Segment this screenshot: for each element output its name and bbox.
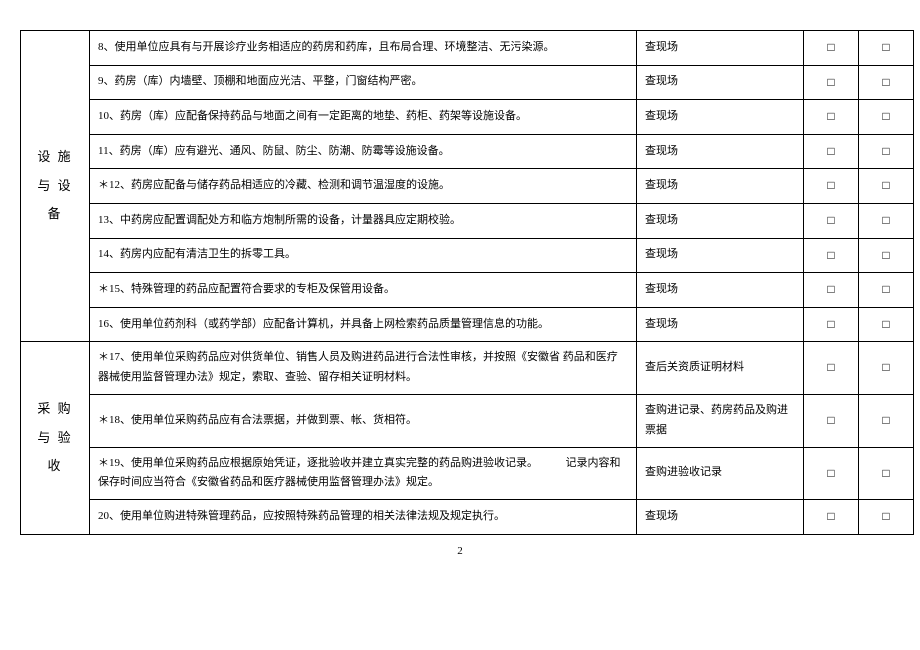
description-cell: ＊17、使用单位采购药品应对供货单位、销售人员及购进药品进行合法性审核，并按照《… <box>90 342 637 395</box>
description-cell: ＊18、使用单位采购药品应有合法票据，并做到票、帐、货相符。 <box>90 394 637 447</box>
page-number: 2 <box>457 545 463 557</box>
method-cell: 查现场 <box>637 238 804 273</box>
table-row: 13、中药房应配置调配处方和临方炮制所需的设备，计量器具应定期校验。查现场□□ <box>21 203 914 238</box>
checkbox-cell[interactable]: □ <box>804 134 859 169</box>
checkbox-cell[interactable]: □ <box>859 394 914 447</box>
description-cell: 10、药房（库）应配备保持药品与地面之间有一定距离的地垫、药柜、药架等设施设备。 <box>90 100 637 135</box>
description-cell: ＊19、使用单位采购药品应根据原始凭证，逐批验收并建立真实完整的药品购进验收记录… <box>90 447 637 500</box>
table-row: 设 施与 设备8、使用单位应具有与开展诊疗业务相适应的药房和药库，且布局合理、环… <box>21 31 914 66</box>
description-cell: 13、中药房应配置调配处方和临方炮制所需的设备，计量器具应定期校验。 <box>90 203 637 238</box>
checkbox-cell[interactable]: □ <box>804 169 859 204</box>
checkbox-cell[interactable]: □ <box>859 342 914 395</box>
description-cell: ＊12、药房应配备与储存药品相适应的冷藏、检测和调节温湿度的设施。 <box>90 169 637 204</box>
checkbox-cell[interactable]: □ <box>804 238 859 273</box>
checkbox-cell[interactable]: □ <box>804 203 859 238</box>
description-cell: 16、使用单位药剂科（或药学部）应配备计算机，并具备上网检索药品质量管理信息的功… <box>90 307 637 342</box>
method-cell: 查现场 <box>637 203 804 238</box>
checkbox-cell[interactable]: □ <box>859 65 914 100</box>
checkbox-cell[interactable]: □ <box>859 203 914 238</box>
table-row: 采 购与 验收＊17、使用单位采购药品应对供货单位、销售人员及购进药品进行合法性… <box>21 342 914 395</box>
table-row: ＊12、药房应配备与储存药品相适应的冷藏、检测和调节温湿度的设施。查现场□□ <box>21 169 914 204</box>
checkbox-cell[interactable]: □ <box>859 273 914 308</box>
description-cell: 20、使用单位购进特殊管理药品，应按照特殊药品管理的相关法律法规及规定执行。 <box>90 500 637 535</box>
description-cell: 9、药房（库）内墙壁、顶棚和地面应光洁、平整，门窗结构严密。 <box>90 65 637 100</box>
checkbox-cell[interactable]: □ <box>804 100 859 135</box>
checkbox-cell[interactable]: □ <box>859 100 914 135</box>
checkbox-cell[interactable]: □ <box>859 307 914 342</box>
method-cell: 查现场 <box>637 31 804 66</box>
method-cell: 查现场 <box>637 307 804 342</box>
table-row: 14、药房内应配有清洁卫生的拆零工具。查现场□□ <box>21 238 914 273</box>
checkbox-cell[interactable]: □ <box>859 134 914 169</box>
checkbox-cell[interactable]: □ <box>804 447 859 500</box>
method-cell: 查现场 <box>637 169 804 204</box>
description-cell: ＊15、特殊管理的药品应配置符合要求的专柜及保管用设备。 <box>90 273 637 308</box>
checkbox-cell[interactable]: □ <box>804 31 859 66</box>
method-cell: 查购进记录、药房药品及购进票据 <box>637 394 804 447</box>
checkbox-cell[interactable]: □ <box>859 169 914 204</box>
table-row: ＊19、使用单位采购药品应根据原始凭证，逐批验收并建立真实完整的药品购进验收记录… <box>21 447 914 500</box>
category-cell: 设 施与 设备 <box>21 31 90 342</box>
method-cell: 查现场 <box>637 273 804 308</box>
table-row: ＊15、特殊管理的药品应配置符合要求的专柜及保管用设备。查现场□□ <box>21 273 914 308</box>
checkbox-cell[interactable]: □ <box>804 65 859 100</box>
category-cell: 采 购与 验收 <box>21 342 90 534</box>
checkbox-cell[interactable]: □ <box>804 273 859 308</box>
table-row: 10、药房（库）应配备保持药品与地面之间有一定距离的地垫、药柜、药架等设施设备。… <box>21 100 914 135</box>
checkbox-cell[interactable]: □ <box>859 500 914 535</box>
table-row: 9、药房（库）内墙壁、顶棚和地面应光洁、平整，门窗结构严密。查现场□□ <box>21 65 914 100</box>
table-row: 11、药房（库）应有避光、通风、防鼠、防尘、防潮、防霉等设施设备。查现场□□ <box>21 134 914 169</box>
checkbox-cell[interactable]: □ <box>859 31 914 66</box>
description-cell: 11、药房（库）应有避光、通风、防鼠、防尘、防潮、防霉等设施设备。 <box>90 134 637 169</box>
checkbox-cell[interactable]: □ <box>804 394 859 447</box>
inspection-table: 设 施与 设备8、使用单位应具有与开展诊疗业务相适应的药房和药库，且布局合理、环… <box>20 30 914 535</box>
table-row: 16、使用单位药剂科（或药学部）应配备计算机，并具备上网检索药品质量管理信息的功… <box>21 307 914 342</box>
method-cell: 查购进验收记录 <box>637 447 804 500</box>
table-row: ＊18、使用单位采购药品应有合法票据，并做到票、帐、货相符。查购进记录、药房药品… <box>21 394 914 447</box>
method-cell: 查现场 <box>637 134 804 169</box>
description-cell: 8、使用单位应具有与开展诊疗业务相适应的药房和药库，且布局合理、环境整洁、无污染… <box>90 31 637 66</box>
checkbox-cell[interactable]: □ <box>859 447 914 500</box>
method-cell: 查现场 <box>637 65 804 100</box>
description-cell: 14、药房内应配有清洁卫生的拆零工具。 <box>90 238 637 273</box>
table-row: 20、使用单位购进特殊管理药品，应按照特殊药品管理的相关法律法规及规定执行。查现… <box>21 500 914 535</box>
checkbox-cell[interactable]: □ <box>859 238 914 273</box>
method-cell: 查现场 <box>637 100 804 135</box>
checkbox-cell[interactable]: □ <box>804 342 859 395</box>
checkbox-cell[interactable]: □ <box>804 307 859 342</box>
document-page: 设 施与 设备8、使用单位应具有与开展诊疗业务相适应的药房和药库，且布局合理、环… <box>20 30 900 535</box>
method-cell: 查现场 <box>637 500 804 535</box>
method-cell: 查后关资质证明材料 <box>637 342 804 395</box>
checkbox-cell[interactable]: □ <box>804 500 859 535</box>
